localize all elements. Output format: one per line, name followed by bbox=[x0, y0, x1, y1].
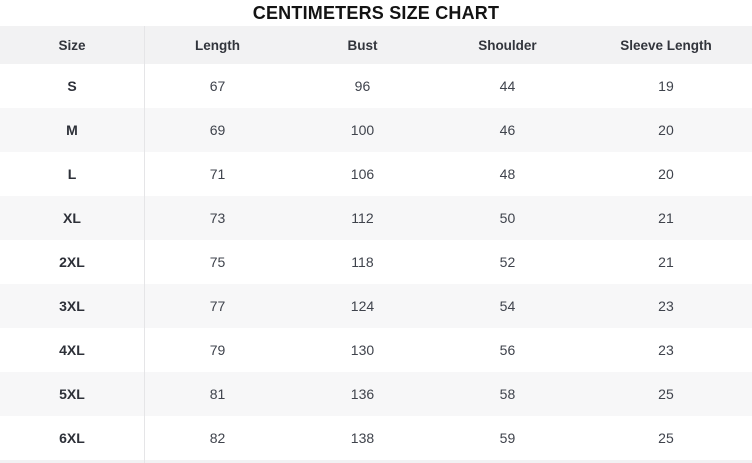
measurement-value: 138 bbox=[350, 430, 375, 446]
measurement-value: 23 bbox=[658, 298, 674, 314]
measurement-value: 112 bbox=[351, 210, 374, 226]
table-row-l: L 71 106 48 20 bbox=[0, 152, 752, 196]
measurement-value: 67 bbox=[209, 78, 226, 94]
table-row-m: M 69 100 46 20 bbox=[0, 108, 752, 152]
size-label: 2XL bbox=[0, 240, 145, 284]
measurement-value: 50 bbox=[499, 210, 516, 226]
table-row-xl: XL 73 112 50 21 bbox=[0, 196, 752, 240]
measurement-value: 54 bbox=[499, 298, 516, 314]
column-header-sleeve-length: Sleeve Length bbox=[620, 37, 712, 53]
measurement-value: 46 bbox=[499, 122, 516, 138]
measurement-value: 81 bbox=[209, 386, 226, 402]
table-row-6xl: 6XL 82 138 59 25 bbox=[0, 416, 752, 460]
measurement-value: 82 bbox=[209, 430, 226, 446]
next-row-peek bbox=[0, 460, 752, 463]
size-table: Size Length Bust Shoulder Sleeve Length S 67 9… bbox=[0, 26, 752, 463]
measurement-value: 106 bbox=[350, 166, 375, 182]
size-label: L bbox=[0, 152, 145, 196]
measurement-value: 59 bbox=[499, 430, 516, 446]
table-row-4xl: 4XL 79 130 56 23 bbox=[0, 328, 752, 372]
measurement-value: 21 bbox=[658, 254, 674, 270]
measurement-value: 19 bbox=[658, 78, 674, 94]
measurement-value: 21 bbox=[658, 210, 674, 226]
table-header-row: Size Length Bust Shoulder Sleeve Length bbox=[0, 26, 752, 64]
table-body: S 67 96 44 19 M 69 100 46 20 L 71 106 48 20 XL 73 112 50 21… bbox=[0, 64, 752, 460]
measurement-value: 23 bbox=[658, 342, 674, 358]
measurement-value: 130 bbox=[350, 342, 375, 358]
column-header-size: Size bbox=[0, 26, 145, 64]
size-label: 6XL bbox=[0, 416, 145, 460]
measurement-value: 69 bbox=[209, 122, 226, 138]
size-label: 3XL bbox=[0, 284, 145, 328]
measurement-value: 124 bbox=[350, 298, 375, 314]
measurement-value: 73 bbox=[209, 210, 226, 226]
measurement-value: 79 bbox=[209, 342, 226, 358]
measurement-value: 25 bbox=[658, 430, 674, 446]
measurement-value: 75 bbox=[209, 254, 226, 270]
page-title: CENTIMETERS SIZE CHART bbox=[252, 2, 500, 23]
size-label: 5XL bbox=[0, 372, 145, 416]
size-label: XL bbox=[0, 196, 145, 240]
measurement-value: 136 bbox=[350, 386, 375, 402]
measurement-value: 20 bbox=[658, 122, 674, 138]
measurement-value: 48 bbox=[499, 166, 516, 182]
measurement-value: 100 bbox=[350, 122, 375, 138]
measurement-value: 20 bbox=[658, 166, 674, 182]
measurement-value: 58 bbox=[499, 386, 516, 402]
measurement-value: 56 bbox=[499, 342, 516, 358]
column-header-bust: Bust bbox=[347, 37, 378, 53]
divider-continuation bbox=[0, 460, 145, 463]
measurement-value: 96 bbox=[354, 78, 371, 94]
measurement-value: 118 bbox=[351, 254, 374, 270]
measurement-value: 44 bbox=[499, 78, 516, 94]
column-header-length: Length bbox=[194, 37, 240, 53]
size-label: 4XL bbox=[0, 328, 145, 372]
table-row-2xl: 2XL 75 118 52 21 bbox=[0, 240, 752, 284]
column-header-shoulder: Shoulder bbox=[478, 37, 537, 53]
measurement-value: 77 bbox=[209, 298, 226, 314]
measurement-value: 71 bbox=[209, 166, 226, 182]
table-row-3xl: 3XL 77 124 54 23 bbox=[0, 284, 752, 328]
size-label: M bbox=[0, 108, 145, 152]
table-row-5xl: 5XL 81 136 58 25 bbox=[0, 372, 752, 416]
size-label: S bbox=[0, 64, 145, 108]
table-row-s: S 67 96 44 19 bbox=[0, 64, 752, 108]
measurement-value: 52 bbox=[499, 254, 516, 270]
measurement-value: 25 bbox=[658, 386, 674, 402]
